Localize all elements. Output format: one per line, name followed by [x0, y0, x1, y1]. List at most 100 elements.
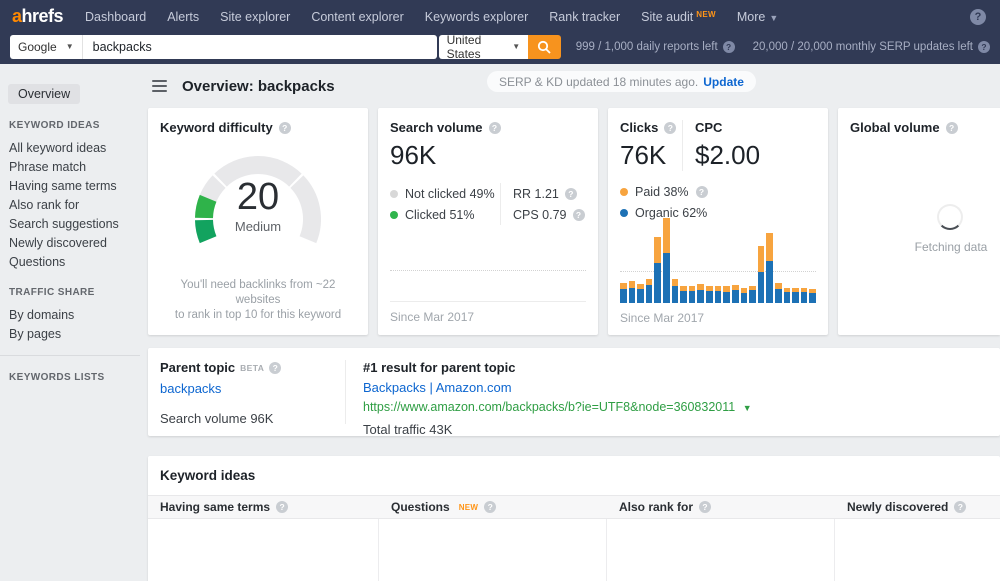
help-icon[interactable]: ? [970, 8, 986, 25]
reference-line [620, 271, 816, 272]
search-engine-select[interactable]: Google ▼ [10, 34, 83, 59]
search-button[interactable] [528, 34, 561, 59]
column-having-same-terms[interactable]: Having same terms ? [148, 500, 379, 514]
chevron-down-icon: ▼ [65, 42, 74, 51]
main-menu: Dashboard Alerts Site explorer Content e… [85, 10, 778, 24]
clicks-bar [654, 236, 662, 303]
nav-item-dashboard[interactable]: Dashboard [85, 9, 147, 24]
ideas-cell [379, 519, 607, 581]
sidebar-item-questions[interactable]: Questions [9, 254, 66, 269]
parent-topic-card: Parent topic BETA ? backpacks Search vol… [148, 348, 1000, 437]
since-label: Since Mar 2017 [390, 301, 586, 335]
clicks-bar [688, 286, 696, 303]
parent-topic-keyword-link[interactable]: backpacks [160, 381, 222, 396]
keyword-ideas-body [148, 519, 1000, 581]
column-also-rank-for[interactable]: Also rank for ? [607, 500, 835, 514]
cpc-value: $2.00 [695, 140, 761, 170]
info-icon[interactable]: ? [488, 121, 501, 134]
cpc-title: CPC [695, 120, 723, 135]
kd-level: Medium [234, 219, 282, 234]
info-icon[interactable]: ? [695, 185, 708, 198]
ideas-cell [148, 519, 379, 581]
clicks-bar [809, 289, 817, 303]
paid-dot [620, 187, 628, 196]
menu-toggle-icon[interactable] [152, 80, 167, 92]
clicks-bar [792, 287, 799, 303]
clicks-bar [774, 282, 782, 303]
info-icon[interactable]: ? [978, 40, 990, 53]
info-icon[interactable]: ? [269, 361, 282, 374]
not-clicked-dot [390, 189, 398, 198]
info-icon[interactable]: ? [572, 208, 585, 221]
return-rate: RR 1.21 ? [513, 183, 585, 204]
card-title: Keyword difficulty ? [160, 120, 356, 135]
sidebar-item-search-suggestions[interactable]: Search suggestions [9, 216, 119, 231]
sidebar-divider [0, 355, 140, 356]
nav-item-rank-tracker[interactable]: Rank tracker [549, 9, 621, 24]
column-questions[interactable]: Questions NEW ? [379, 500, 607, 514]
ideas-cell [835, 519, 1000, 581]
nav-item-site-explorer[interactable]: Site explorer [220, 9, 291, 24]
sidebar-item-phrase-match[interactable]: Phrase match [9, 159, 87, 174]
top-result-title: #1 result for parent topic [363, 360, 516, 375]
sidebar-item-by-domains[interactable]: By domains [9, 307, 75, 322]
parent-topic-title: Parent topic BETA ? [160, 360, 345, 375]
divider [390, 270, 586, 271]
top-result-url[interactable]: https://www.amazon.com/backpacks/b?ie=UT… [363, 400, 752, 414]
info-icon[interactable]: ? [484, 501, 497, 513]
sidebar-item-also-rank-for[interactable]: Also rank for [9, 197, 80, 212]
organic-dot [620, 208, 628, 217]
beta-badge: BETA [240, 362, 265, 373]
card-title: Search volume ? [390, 120, 586, 135]
card-title: Clicks ? [620, 120, 682, 135]
legend-paid: Paid 38% ? [620, 181, 708, 202]
loading-text: Fetching data [914, 240, 988, 254]
since-label: Since Mar 2017 [620, 311, 705, 325]
nav-item-keywords-explorer[interactable]: Keywords explorer [424, 9, 529, 24]
info-icon[interactable]: ? [699, 501, 712, 513]
nav-item-site-audit[interactable]: Site audit NEW [641, 9, 716, 24]
nav-item-alerts[interactable]: Alerts [167, 9, 200, 24]
sidebar-section-keywords-lists: KEYWORDS LISTS [9, 372, 105, 383]
new-badge: NEW [458, 502, 479, 512]
info-icon[interactable]: ? [278, 121, 291, 134]
keyword-ideas-section: Keyword ideas Having same terms ? Questi… [148, 456, 1000, 581]
sidebar-item-overview[interactable]: Overview [8, 84, 81, 104]
info-icon[interactable]: ? [564, 187, 577, 200]
chevron-down-icon: ▼ [512, 42, 521, 51]
parent-topic-volume: Search volume 96K [160, 411, 274, 426]
gauge-arc [195, 156, 321, 244]
update-link[interactable]: Update [703, 74, 744, 89]
sidebar-item-newly-discovered[interactable]: Newly discovered [9, 235, 107, 250]
info-icon[interactable]: ? [664, 121, 677, 134]
legend-organic: Organic 62% [620, 202, 708, 223]
search-volume-value: 96K [390, 140, 437, 170]
info-icon[interactable]: ? [954, 501, 967, 513]
top-result-link[interactable]: Backpacks | Amazon.com [363, 380, 512, 395]
new-badge: NEW [696, 9, 716, 19]
column-newly-discovered[interactable]: Newly discovered ? [835, 500, 1000, 514]
page-header: Overview: backpacks SERP & KD updated 18… [148, 64, 1000, 108]
clicks-per-search: CPS 0.79 ? [513, 204, 585, 225]
sidebar-item-by-pages[interactable]: By pages [9, 326, 62, 341]
clicks-bar [645, 279, 653, 303]
keyword-difficulty-gauge: 20 Medium [163, 143, 353, 265]
ahrefs-logo[interactable]: ahrefs [12, 6, 64, 27]
sidebar-item-all-keyword-ideas[interactable]: All keyword ideas [9, 140, 107, 155]
clicks-bar [783, 287, 791, 303]
sidebar-item-having-same-terms[interactable]: Having same terms [9, 178, 117, 193]
info-icon[interactable]: ? [276, 501, 289, 513]
chevron-down-icon[interactable]: ▼ [742, 403, 752, 413]
nav-item-more[interactable]: More ▼ [736, 9, 779, 24]
loading-spinner-icon [937, 204, 963, 230]
info-icon[interactable]: ? [945, 121, 958, 134]
kd-value: 20 [236, 176, 280, 218]
clicks-bar [723, 286, 730, 303]
nav-item-content-explorer[interactable]: Content explorer [311, 9, 404, 24]
clicks-bar [757, 246, 765, 303]
country-select[interactable]: United States ▼ [438, 33, 529, 61]
keyword-query-input[interactable] [82, 34, 437, 59]
metric-cards-row: Keyword difficulty ? 20 Medium You'll ne… [148, 108, 1000, 335]
search-icon [538, 40, 552, 54]
info-icon[interactable]: ? [722, 40, 735, 53]
